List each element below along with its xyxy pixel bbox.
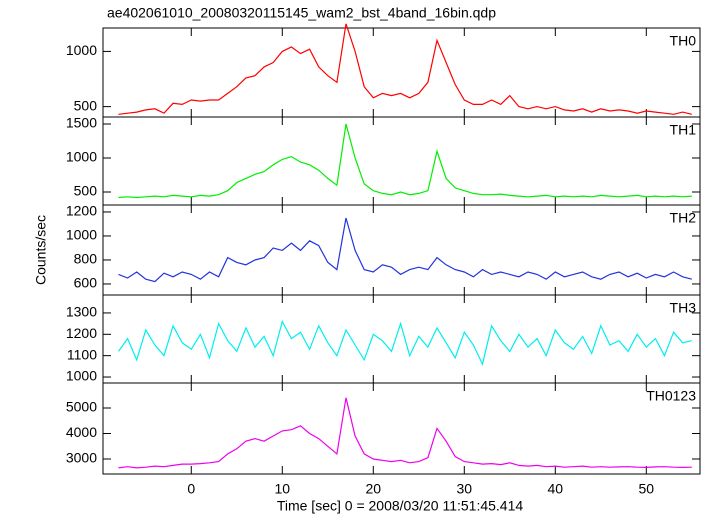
y-tick-label: 600 — [74, 275, 98, 291]
light-curve — [118, 23, 692, 115]
panel-frame — [102, 294, 701, 384]
light-curve — [118, 217, 692, 283]
y-tick-label: 1200 — [66, 325, 97, 341]
y-tick-label: 1000 — [66, 227, 97, 243]
panel-label: TH0 — [670, 33, 697, 49]
y-tick-label: 4000 — [66, 424, 97, 440]
panel-frame — [102, 204, 701, 296]
x-axis-label: Time [sec] 0 = 2008/03/20 11:51:45.414 — [277, 498, 524, 514]
y-tick-label: 5000 — [66, 399, 97, 415]
light-curve — [118, 397, 692, 469]
y-tick-label: 500 — [74, 183, 98, 199]
x-tick-label: 20 — [365, 481, 381, 497]
y-tick-label: 500 — [74, 97, 98, 113]
x-tick-label: 30 — [457, 481, 473, 497]
panel-label: TH1 — [670, 122, 697, 138]
panel-frame — [102, 382, 701, 475]
y-tick-label: 1300 — [66, 304, 97, 320]
y-tick-label: 1000 — [66, 368, 97, 384]
panel-frame — [102, 27, 701, 118]
panel-label: TH2 — [670, 210, 697, 226]
x-tick-label: 40 — [548, 481, 564, 497]
light-curve — [118, 123, 692, 199]
y-tick-label: 1000 — [66, 149, 97, 165]
x-tick-label: 0 — [187, 481, 195, 497]
panel-label: TH3 — [670, 300, 697, 316]
light-curve — [118, 319, 692, 367]
y-tick-label: 3000 — [66, 450, 97, 466]
y-tick-label: 1100 — [67, 346, 97, 362]
x-tick-label: 50 — [639, 481, 655, 497]
y-tick-label: 1000 — [66, 42, 97, 58]
y-tick-label: 1500 — [66, 115, 97, 131]
chart-title: ae402061010_20080320115145_wam2_bst_4ban… — [107, 5, 496, 21]
y-axis-label: Counts/sec — [33, 215, 49, 285]
y-tick-label: 1200 — [66, 203, 97, 219]
x-tick-label: 10 — [274, 481, 290, 497]
panel-label: TH0123 — [646, 388, 696, 404]
y-tick-label: 800 — [74, 251, 98, 267]
